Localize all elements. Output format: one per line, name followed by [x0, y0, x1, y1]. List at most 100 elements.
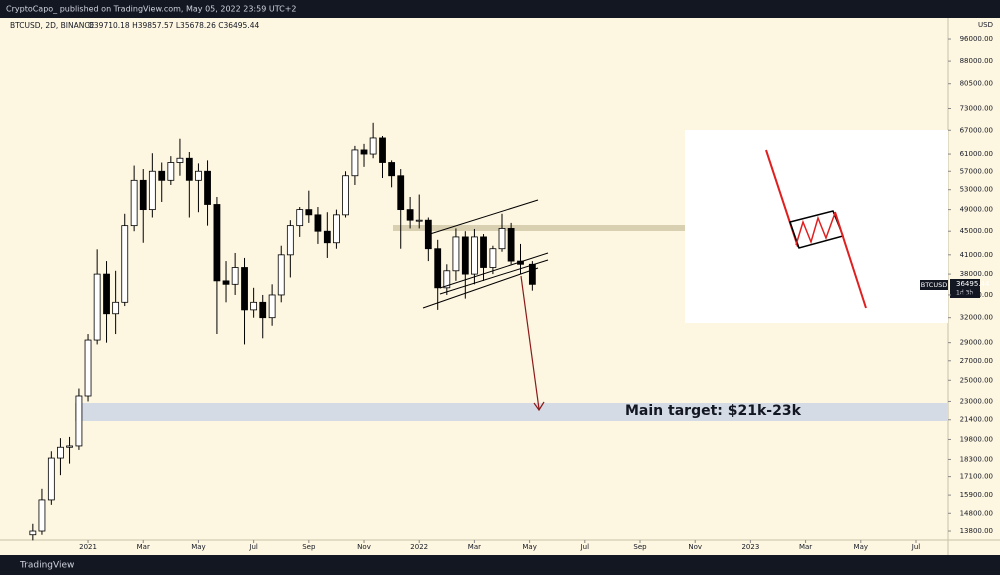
y-tick-label: 61000.00: [960, 150, 993, 158]
y-tick-label: 49000.00: [960, 206, 993, 214]
candle-body: [480, 236, 487, 268]
candle-body: [148, 170, 156, 211]
candle-body: [323, 230, 331, 244]
candle-body: [498, 228, 506, 250]
bottom-bar: [0, 555, 1000, 575]
x-tick-label: Nov: [688, 543, 702, 551]
candle-body: [443, 270, 451, 289]
last-price: 36495.44: [956, 280, 990, 288]
y-tick-label: 13800.00: [960, 527, 993, 535]
candle-body: [296, 209, 304, 227]
candle-body: [333, 214, 340, 244]
y-tick-label: 88000.00: [960, 57, 993, 65]
x-tick-label: Mar: [799, 543, 812, 551]
candle-body: [342, 175, 349, 216]
x-tick-label: Mar: [137, 543, 150, 551]
candles: [29, 122, 536, 541]
target-band: [75, 403, 948, 421]
candle-body: [351, 149, 359, 177]
candle-body: [231, 267, 239, 285]
candle-body: [176, 157, 184, 163]
x-tick-label: 2021: [79, 543, 97, 551]
symbol-tag: [920, 280, 948, 290]
candle-body: [277, 254, 285, 296]
y-tick-label: 45000.00: [960, 227, 993, 235]
candle-body: [259, 301, 267, 319]
x-tick-label: Sep: [302, 543, 316, 551]
x-tick-label: 2023: [741, 543, 759, 551]
candle-body: [75, 395, 83, 447]
resistance-band: [393, 225, 685, 231]
candle-body: [29, 530, 37, 536]
channel: [422, 199, 549, 309]
x-tick-label: May: [522, 543, 536, 551]
y-tick-label: 96000.00: [960, 35, 993, 43]
candle-body: [369, 137, 377, 155]
candle-body: [103, 273, 110, 315]
symbol-tag-text: BTCUSD: [921, 281, 947, 289]
candle-body: [434, 248, 442, 289]
y-tick-label: 73000.00: [960, 105, 993, 113]
y-tick-label: 38000.00: [960, 270, 993, 278]
y-tick-label: 67000.00: [960, 126, 993, 134]
candle-body: [388, 162, 396, 177]
y-tick-label: 18300.00: [960, 455, 993, 463]
x-tick-label: May: [854, 543, 868, 551]
x-tick-label: Nov: [357, 543, 371, 551]
countdown: 1d 3h: [956, 290, 973, 297]
candle-body: [406, 209, 414, 221]
y-tick-label: 53000.00: [960, 186, 993, 194]
symbol: BTCUSD, 2D, BINANCE: [10, 21, 95, 30]
y-tick-label: 27000.00: [960, 357, 993, 365]
candle-body: [84, 339, 92, 397]
candle-body: [66, 445, 73, 448]
channel-line: [422, 267, 539, 309]
candle-body: [305, 209, 313, 216]
y-tick-label: 32000.00: [960, 314, 993, 322]
candle-body: [213, 204, 221, 282]
y-unit: USD: [978, 21, 993, 29]
candle-body: [47, 457, 55, 501]
breakdown: [834, 211, 867, 309]
candle-body: [507, 228, 515, 262]
arrow-head: [533, 401, 545, 412]
top-bar: [0, 0, 1000, 18]
candle-body: [167, 162, 175, 181]
y-tick-label: 14800.00: [960, 509, 993, 517]
illustration-box: [685, 130, 948, 323]
candle-body: [195, 170, 202, 181]
y-tick-label: 19800.00: [960, 435, 993, 443]
candle-body: [112, 301, 120, 315]
candle-body: [452, 236, 460, 272]
candle-body: [38, 499, 46, 532]
candle-body: [268, 294, 276, 319]
target-label: Main target: $21k-23k: [625, 403, 802, 419]
candle-body: [121, 225, 129, 303]
candle-body: [139, 179, 147, 211]
arrow: [520, 275, 540, 410]
candle-body: [57, 446, 64, 459]
y-tick-label: 29000.00: [960, 339, 993, 347]
y-tick-label: 23000.00: [960, 397, 993, 405]
flag-zigzag: [795, 212, 836, 246]
y-tick-label: 57000.00: [960, 167, 993, 175]
candle-body: [158, 170, 166, 181]
candle-body: [222, 280, 230, 285]
channel-line: [439, 252, 549, 289]
candle-body: [286, 225, 294, 256]
candle-body: [360, 149, 368, 155]
candle-body: [528, 263, 536, 285]
channel-line: [429, 199, 539, 235]
x-tick-label: Mar: [468, 543, 481, 551]
brand: TradingView: [19, 561, 74, 571]
candle-body: [241, 267, 248, 311]
x-tick-label: Sep: [633, 543, 647, 551]
y-tick-label: 21400.00: [960, 416, 993, 424]
ohlc: O39710.18 H39857.57 L35678.26 C36495.44: [88, 21, 259, 30]
y-tick-label: 41000.00: [960, 251, 993, 259]
candle-body: [461, 236, 469, 275]
candle-body: [93, 273, 101, 341]
y-tick-label: 80500.00: [960, 80, 993, 88]
x-tick-label: Jul: [580, 543, 590, 551]
